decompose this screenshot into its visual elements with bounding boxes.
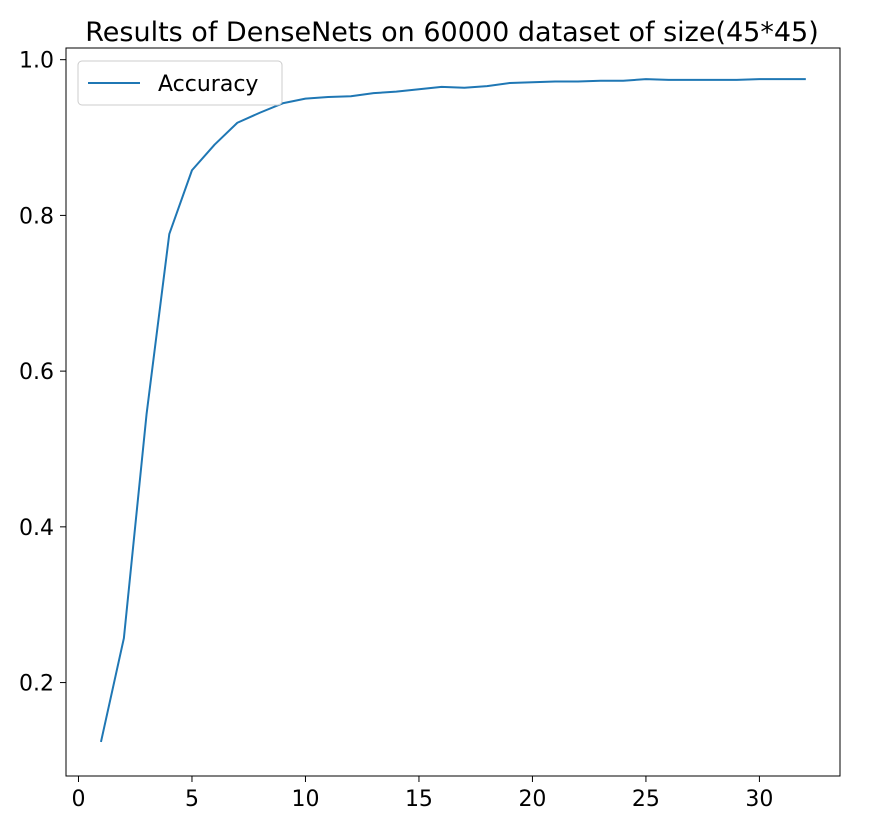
x-axis-ticks: 0 5 10 15 20 25 30 [71,776,773,812]
y-tick-label: 0.4 [19,516,54,541]
chart-title: Results of DenseNets on 60000 dataset of… [85,17,819,48]
y-axis-ticks: 0.2 0.4 0.6 0.8 1.0 [19,49,66,697]
x-tick-label: 0 [71,787,85,812]
y-tick-label: 1.0 [19,49,54,74]
x-tick-label: 5 [185,787,199,812]
x-tick-label: 15 [405,787,433,812]
y-tick-label: 0.2 [19,672,54,697]
x-tick-label: 10 [291,787,319,812]
y-tick-label: 0.8 [19,204,54,229]
y-tick-label: 0.6 [19,360,54,385]
legend-label-accuracy: Accuracy [158,72,258,97]
x-tick-label: 20 [518,787,546,812]
x-tick-label: 30 [745,787,773,812]
legend-box [77,60,283,106]
plot-area [66,48,840,776]
x-tick-label: 25 [632,787,660,812]
legend: Accuracy [77,60,283,106]
plot-frame [65,47,841,777]
accuracy-line [99,78,806,743]
